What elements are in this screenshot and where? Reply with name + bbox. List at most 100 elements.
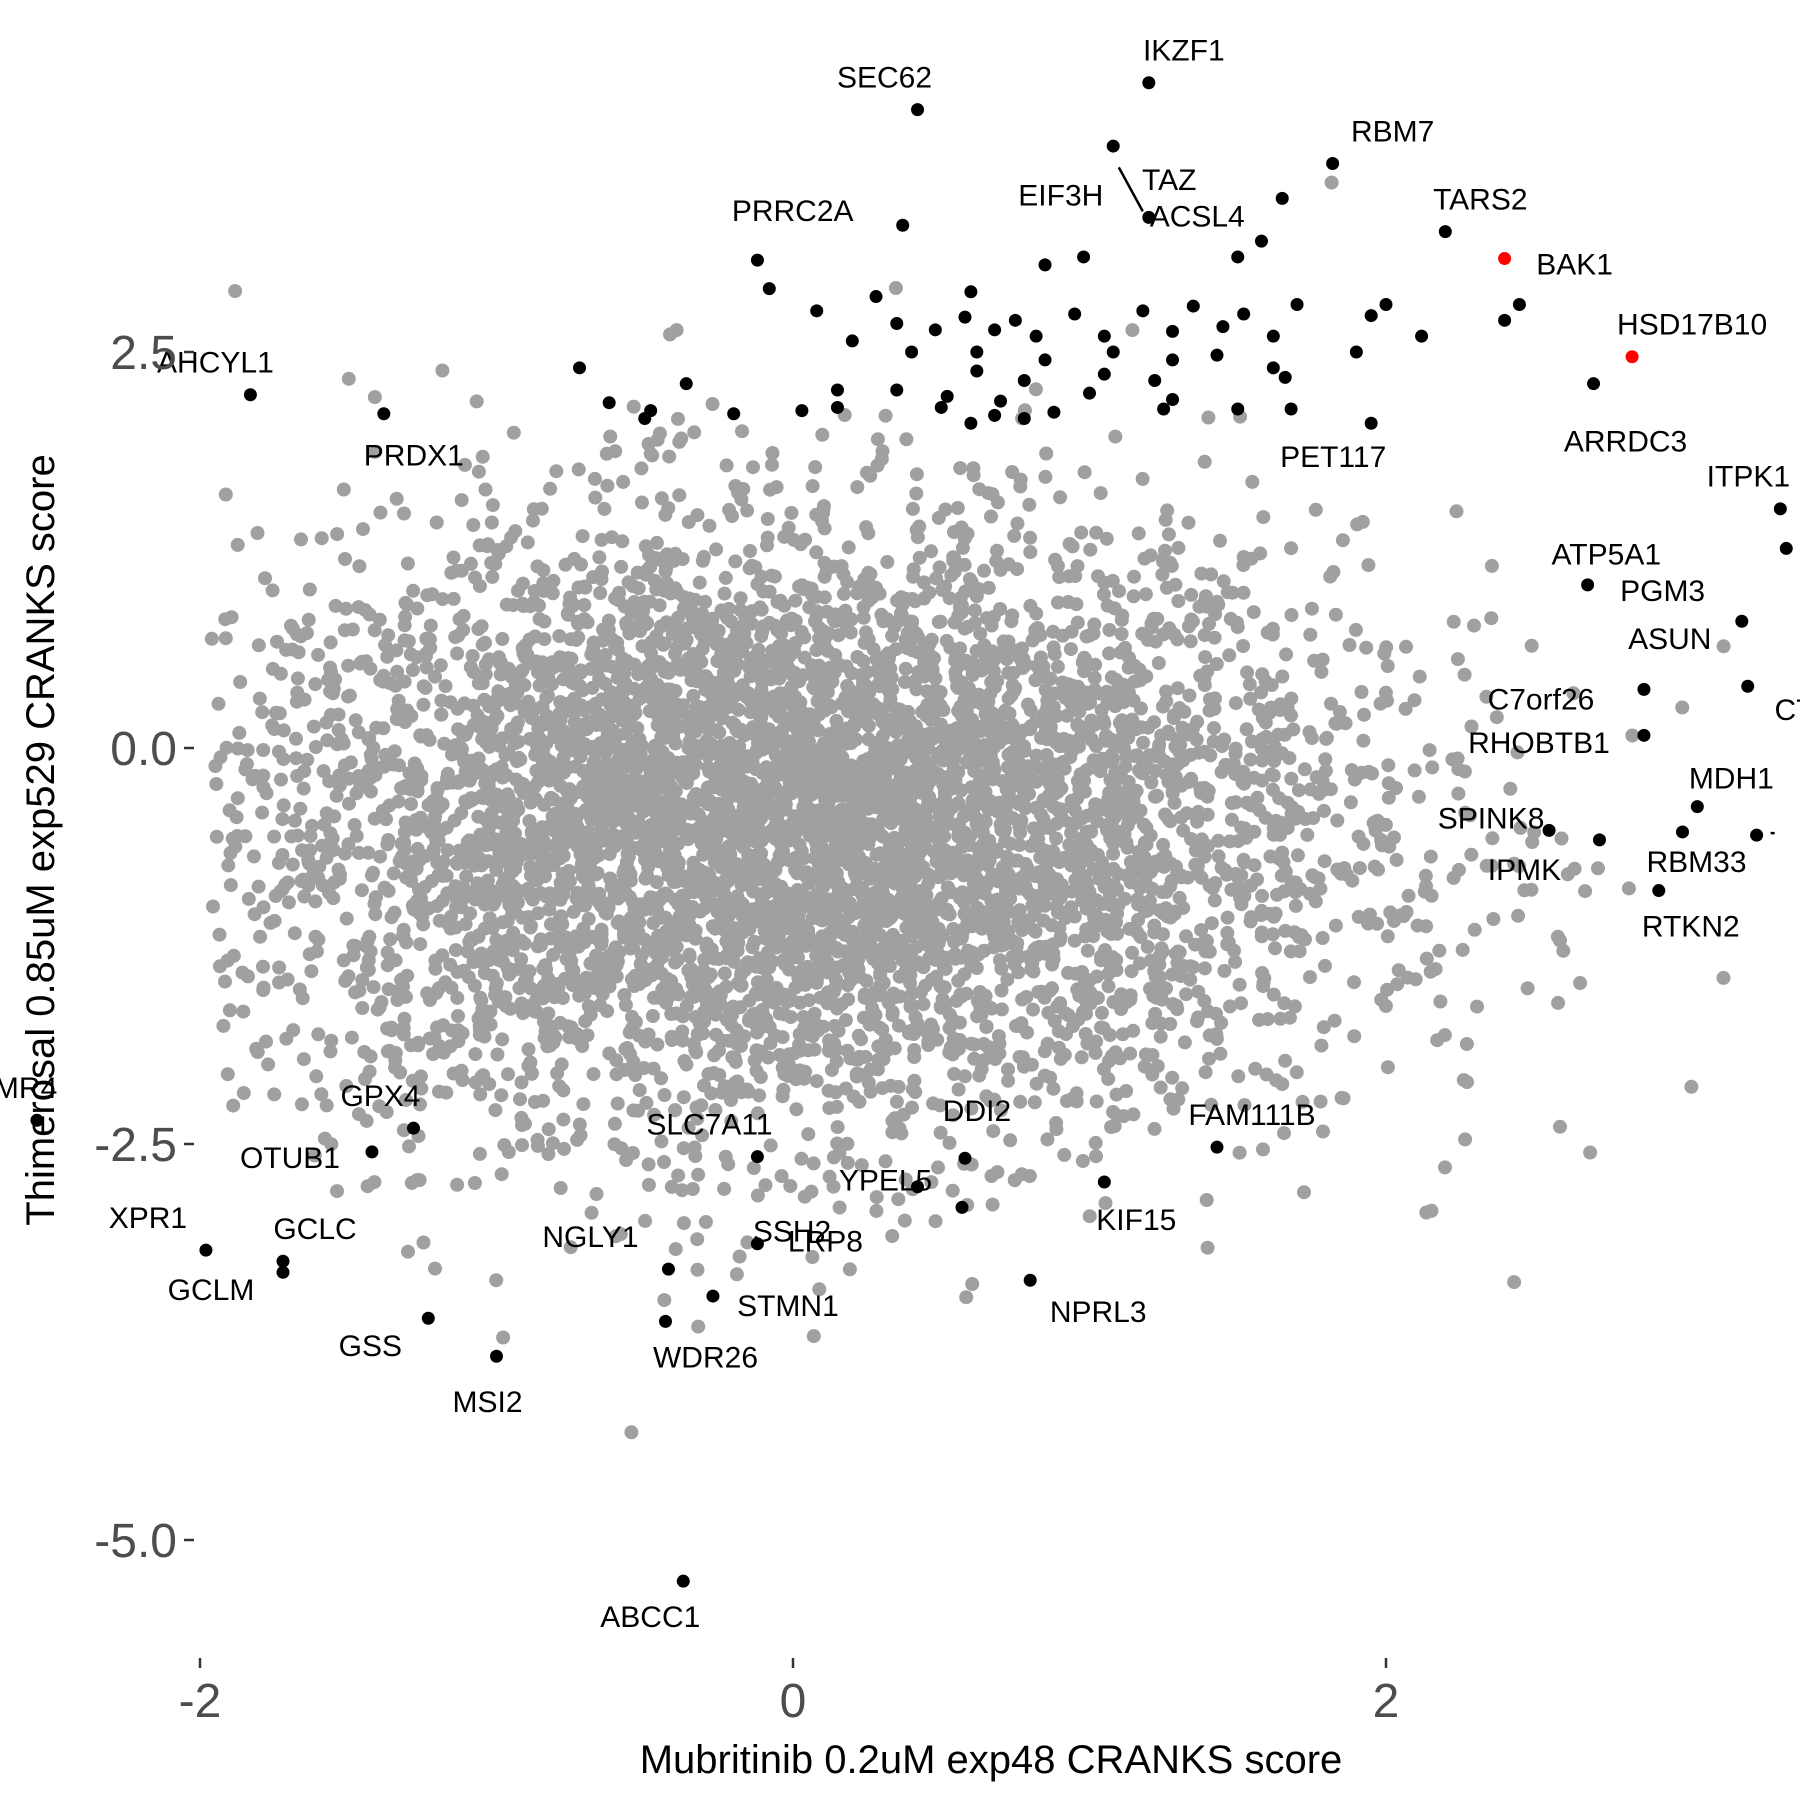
background-point <box>549 464 564 479</box>
background-point <box>619 855 634 870</box>
background-point <box>481 652 496 667</box>
background-point <box>1202 616 1216 631</box>
background-point <box>1240 665 1255 680</box>
background-point <box>575 1039 590 1053</box>
background-point <box>400 968 415 983</box>
background-point <box>933 685 948 700</box>
background-point <box>1264 678 1279 692</box>
background-point <box>1170 866 1185 881</box>
background-point <box>1222 648 1237 663</box>
background-point <box>610 642 625 657</box>
background-point <box>251 879 266 894</box>
background-point <box>399 1093 413 1107</box>
background-point <box>572 1117 587 1132</box>
background-point <box>1108 765 1123 780</box>
background-point <box>515 1118 529 1133</box>
background-point <box>1078 929 1093 944</box>
background-point <box>1015 723 1030 738</box>
background-point <box>211 696 226 711</box>
background-point <box>760 530 775 545</box>
background-point <box>882 959 897 973</box>
background-point <box>765 446 780 460</box>
background-point <box>378 637 393 652</box>
background-point <box>1459 1037 1474 1051</box>
background-point <box>1236 585 1251 600</box>
background-point <box>719 979 734 994</box>
background-point <box>578 1014 593 1029</box>
background-point <box>796 1010 811 1024</box>
background-point <box>256 743 271 757</box>
background-point <box>1179 929 1193 944</box>
background-point <box>209 777 224 791</box>
background-point <box>380 1021 395 1036</box>
background-point <box>641 1157 656 1172</box>
background-point <box>924 1175 939 1190</box>
background-point <box>1268 906 1283 921</box>
background-point <box>604 766 619 781</box>
background-point <box>1282 1010 1297 1025</box>
background-point <box>218 487 233 502</box>
background-point <box>1119 835 1134 850</box>
background-point <box>275 812 290 827</box>
background-point <box>727 717 742 732</box>
background-point <box>1316 1020 1331 1035</box>
background-point <box>948 665 963 680</box>
background-point <box>887 1041 902 1056</box>
background-point <box>1197 994 1212 1008</box>
background-point <box>769 980 784 995</box>
background-point <box>994 983 1009 998</box>
background-point <box>356 522 370 537</box>
background-point <box>682 947 697 962</box>
background-point <box>1156 837 1171 852</box>
background-point <box>446 591 461 606</box>
background-point <box>428 669 442 684</box>
background-point <box>1100 863 1115 878</box>
background-point <box>1150 1059 1165 1074</box>
background-point <box>281 895 296 910</box>
background-point <box>1079 629 1094 644</box>
background-point <box>1553 933 1567 948</box>
background-point <box>332 871 347 886</box>
background-point <box>1131 897 1146 912</box>
background-point <box>1411 789 1426 804</box>
background-point <box>1001 1073 1016 1088</box>
background-point <box>1072 781 1087 796</box>
background-point <box>694 1098 709 1113</box>
background-point <box>585 971 600 986</box>
background-point <box>916 997 931 1012</box>
background-point <box>275 882 290 897</box>
background-point <box>1684 1079 1699 1094</box>
background-point <box>1232 977 1247 992</box>
background-point <box>861 593 876 608</box>
background-point <box>204 631 219 646</box>
background-point <box>1259 1067 1274 1082</box>
background-point <box>489 1273 504 1288</box>
background-point <box>526 513 540 528</box>
background-point <box>827 1019 842 1033</box>
background-point <box>391 794 406 809</box>
background-point <box>1071 1012 1086 1027</box>
background-point <box>311 1027 326 1042</box>
background-point <box>797 1189 812 1204</box>
background-point <box>829 1099 844 1114</box>
background-point <box>1247 770 1262 785</box>
background-point <box>437 736 452 751</box>
background-point <box>1352 861 1367 876</box>
background-point <box>448 630 463 645</box>
background-point <box>389 491 404 506</box>
background-point <box>1259 729 1274 744</box>
background-point <box>907 1050 922 1065</box>
background-point <box>255 705 270 720</box>
background-point <box>973 626 988 641</box>
background-point <box>1430 1033 1445 1048</box>
background-point <box>717 1181 732 1196</box>
background-point <box>354 883 369 898</box>
background-point <box>1177 1035 1192 1050</box>
background-point <box>1159 684 1174 699</box>
background-point <box>1297 762 1312 777</box>
background-point <box>454 493 469 508</box>
background-point <box>1010 1018 1025 1033</box>
background-point <box>622 626 637 641</box>
background-point <box>728 1054 743 1069</box>
